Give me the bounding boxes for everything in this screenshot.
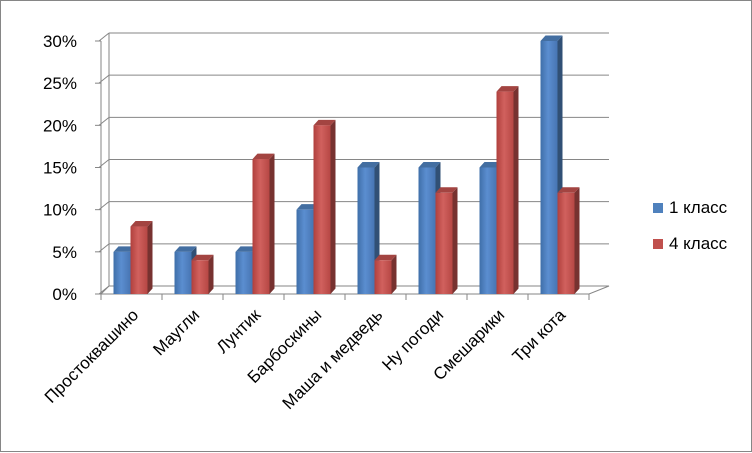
legend-label: 4 класс: [669, 234, 728, 253]
bar-side: [513, 86, 519, 294]
legend-label: 1 класс: [669, 198, 728, 217]
legend-swatch: [653, 239, 663, 249]
bar-top: [252, 153, 275, 160]
bar-top: [191, 254, 214, 261]
y-tick-label: 20%: [43, 116, 77, 135]
bar-front: [418, 167, 436, 294]
bar-front: [374, 260, 392, 294]
bar: [557, 187, 580, 294]
bar-top: [130, 221, 153, 227]
y-tick-label: 5%: [52, 243, 77, 262]
category-labels: Простоквашино Маугли ЛунтикБарбоскиныМаша …: [41, 305, 570, 413]
legend-swatch: [653, 203, 663, 213]
bar-top: [296, 204, 319, 210]
bar-front: [113, 251, 131, 294]
bar-front: [357, 167, 375, 294]
bar-front: [479, 167, 497, 294]
bar-side: [574, 187, 580, 294]
bar: [435, 187, 458, 294]
bar-top: [557, 187, 580, 193]
bar-front: [496, 91, 514, 294]
gridlines: [98, 32, 609, 295]
y-tick-label: 0%: [52, 285, 77, 304]
y-tick-label: 30%: [43, 32, 77, 51]
bar-front: [557, 192, 575, 294]
category-label: Простоквашино: [41, 305, 142, 406]
bar-front: [130, 226, 148, 294]
bar-front: [435, 192, 453, 294]
bar-top: [113, 246, 136, 252]
bar-top: [357, 162, 380, 168]
bar-top: [374, 254, 397, 261]
bar-front: [191, 260, 209, 294]
bar-side: [208, 254, 214, 294]
bar-top: [540, 35, 563, 41]
axes: [95, 33, 610, 300]
bar-side: [452, 187, 458, 294]
bar-side: [391, 254, 397, 294]
bar-front: [252, 159, 270, 294]
bar: [496, 86, 519, 294]
bar-top: [418, 162, 441, 168]
bar-top: [435, 187, 458, 193]
bar: [252, 153, 275, 294]
bar-side: [330, 119, 336, 294]
bar-top: [479, 162, 502, 168]
bar: [374, 254, 397, 294]
bar-front: [296, 209, 314, 294]
gridline-side: [98, 32, 110, 42]
bar-top: [496, 86, 519, 92]
y-tick-label: 15%: [43, 159, 77, 178]
bar: [130, 221, 153, 294]
bar-top: [174, 246, 197, 252]
bar-top: [313, 119, 336, 126]
bar: [191, 254, 214, 294]
bar-side: [147, 221, 153, 294]
category-label: Маугли: [149, 305, 203, 359]
bar: [313, 119, 336, 294]
legend: 1 класс 4 класс: [653, 198, 728, 253]
category-label: Лунтик: [213, 305, 265, 357]
category-label: Три кота: [509, 305, 570, 366]
bars: [113, 35, 580, 294]
y-tick-label: 10%: [43, 201, 77, 220]
bar-front: [540, 41, 558, 294]
bar-top: [235, 246, 258, 252]
bar-front: [313, 125, 331, 294]
y-tick-labels: 0% 5% 10% 15% 20% 25% 30%: [43, 32, 77, 304]
bar-side: [269, 153, 275, 294]
y-tick-label: 25%: [43, 74, 77, 93]
bar-front: [174, 251, 192, 294]
bar-front: [235, 251, 253, 294]
